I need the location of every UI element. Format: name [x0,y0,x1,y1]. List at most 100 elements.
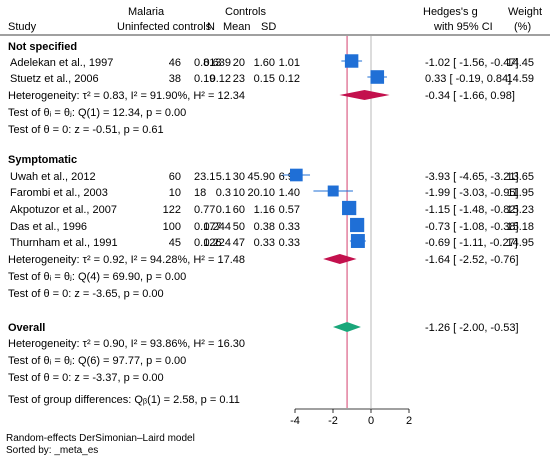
test-equal-text: Test of θᵢ = θⱼ: Q(1) = 12.34, p = 0.00 [8,107,186,119]
header-ci: with 95% CI [433,21,493,33]
study-ci-text: -1.02 [ -1.56, -0.47] [425,57,519,69]
study-n2: 20 [233,57,245,69]
plot-area: -4 -2 0 2 [282,36,412,427]
group-title: Symptomatic [8,154,77,166]
study-n2: 10 [233,187,245,199]
study-effect-square [350,234,365,248]
study-mean2: 1.16 [254,204,275,216]
study-n2: 60 [233,204,245,216]
study-name: Das et al., 1996 [10,221,87,233]
study-weight: 11.95 [507,187,534,199]
study-n1: 45 [169,237,181,249]
x-tick-label: -2 [328,415,338,427]
study-name: Adelekan et al., 1997 [10,57,113,69]
study-sd2: 1.01 [279,57,300,69]
x-tick-label: 2 [406,415,412,427]
study-mean2: 20.10 [247,187,275,199]
study-n1: 60 [169,171,181,183]
overall-title: Overall [8,322,45,334]
header-n: N [207,21,215,33]
study-name: Farombi et al., 2003 [10,187,108,199]
study-ci-text: -0.69 [ -1.11, -0.27] [425,237,518,249]
overall-diamond [333,322,361,332]
study-weight: 13.65 [506,171,534,183]
study-weight: 14.59 [506,73,534,85]
study-mean1: 0.813 [194,57,222,69]
subgroup-diamond [323,254,357,264]
study-mean1: 0.77 [194,204,215,216]
overall-test-zero-text: Test of θ = 0: z = -3.37, p = 0.00 [8,372,164,384]
test-zero-text: Test of θ = 0: z = -3.65, p = 0.00 [8,288,164,300]
study-mean1: 18 [194,187,206,199]
group-title: Not specified [8,41,77,53]
test-equal-text: Test of θᵢ = θⱼ: Q(4) = 69.90, p = 0.00 [8,271,186,283]
study-name: Akpotuzor et al., 2007 [10,204,117,216]
x-tick-label: -4 [290,415,300,427]
study-effect-square [342,200,357,216]
study-sd2: 0.57 [279,204,300,216]
pooled-ci-text: -1.64 [ -2.52, -0.76] [425,254,519,266]
study-ci-text: -3.93 [ -4.65, -3.21] [425,171,519,183]
study-n1: 10 [169,187,181,199]
study-mean2: 0.33 [254,237,275,249]
study-weight: 14.45 [506,57,534,69]
study-sd1: 0.639 [203,57,231,69]
study-mean2: 0.15 [254,73,275,85]
pooled-ci-text: -0.34 [ -1.66, 0.98] [425,90,515,102]
header-weight-unit: (%) [514,21,531,33]
heterogeneity-text: Heterogeneity: τ² = 0.83, I² = 91.90%, H… [8,90,245,102]
study-sd2: 1.40 [279,187,300,199]
study-name: Uwah et al., 2012 [10,171,96,183]
study-ci-text: 0.33 [ -0.19, 0.84] [425,73,511,85]
study-sd1: 0.3 [216,187,231,199]
study-ci-text: -1.15 [ -1.48, -0.82] [425,204,519,216]
header-malaria: Malaria [128,6,165,18]
study-n1: 46 [169,57,181,69]
x-tick-label: 0 [368,415,374,427]
test-zero-text: Test of θ = 0: z = -0.51, p = 0.61 [8,124,164,136]
study-n2: 47 [233,237,245,249]
study-sd2: 0.33 [279,237,300,249]
study-name: Thurnham et al., 1991 [10,237,118,249]
study-name: Stuetz et al., 2006 [10,73,99,85]
study-sd2: 0.33 [279,221,300,233]
study-sd1: 0.1 [216,204,231,216]
study-weight: 15.18 [506,221,534,233]
study-n2: 50 [233,221,245,233]
header-mean: Mean [223,21,251,33]
overall-test-equal-text: Test of θᵢ = θⱼ: Q(6) = 97.77, p = 0.00 [8,355,186,367]
sort-note: Sorted by: _meta_es [6,445,98,456]
study-effect-square [344,54,359,68]
study-n2: 30 [233,171,245,183]
study-n1: 122 [163,204,181,216]
study-n2: 23 [233,73,245,85]
study-mean1: 0.177 [194,221,222,233]
study-mean1: 0.126 [194,237,222,249]
subgroup-diamond [339,90,390,100]
study-effect-square [290,168,303,182]
study-effect-square [350,217,365,233]
study-effect-square [370,70,385,84]
study-mean2: 1.60 [254,57,275,69]
model-note: Random-effects DerSimonian–Laird model [6,433,195,444]
study-mean2: 0.38 [254,221,275,233]
study-sd2: 0.12 [279,73,300,85]
study-mean1: 0.19 [194,73,215,85]
header-sd: SD [261,21,276,33]
study-effect-square [327,185,339,197]
study-n1: 38 [169,73,181,85]
heterogeneity-text: Heterogeneity: τ² = 0.92, I² = 94.28%, H… [8,254,245,266]
study-n1: 100 [163,221,181,233]
study-ci-text: -1.99 [ -3.03, -0.95] [425,187,519,199]
study-sd1: 5.1 [216,171,231,183]
header-study: Study [8,21,37,33]
study-weight: 14.95 [506,237,534,249]
study-sd1: 0.224 [203,237,231,249]
study-sd1: 0.12 [210,73,231,85]
study-weight: 15.23 [506,204,534,216]
header-uninfected-controls: Uninfected controls [117,21,212,33]
header-controls: Controls [225,6,266,18]
overall-heterogeneity-text: Heterogeneity: τ² = 0.90, I² = 93.86%, H… [8,338,245,350]
